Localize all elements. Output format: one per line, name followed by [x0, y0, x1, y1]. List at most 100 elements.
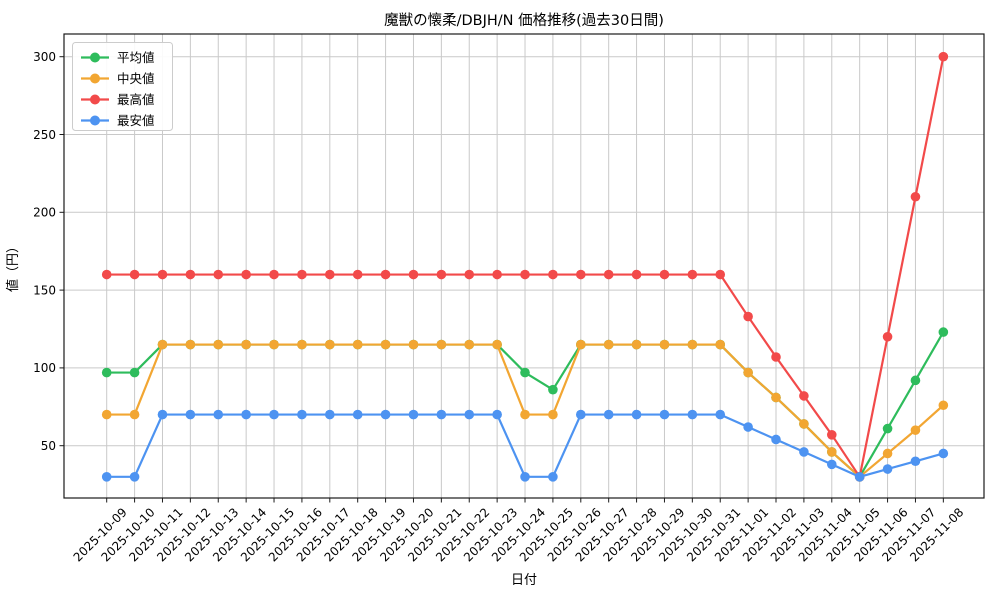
min-data-point: [520, 472, 530, 482]
median-data-point: [408, 339, 419, 350]
median-data-point: [297, 339, 307, 350]
grid-layer: [64, 34, 984, 498]
median-data-point: [129, 409, 140, 420]
min-data-point: [631, 409, 642, 420]
axes-layer: 2025-10-092025-10-102025-10-112025-10-12…: [33, 33, 985, 564]
y-tick-label: 150: [33, 283, 56, 297]
min-data-point: [325, 409, 335, 420]
legend-label-min: 最安値: [117, 113, 155, 128]
min-data-point: [492, 409, 502, 420]
median-data-point: [603, 339, 614, 350]
median-data-point: [575, 339, 586, 350]
min-data-point: [575, 409, 586, 420]
legend-marker-min: [90, 115, 100, 126]
median-data-point: [771, 392, 781, 403]
min-data-point: [854, 472, 865, 482]
max-data-point: [603, 269, 614, 280]
max-data-point: [269, 269, 279, 280]
median-data-point: [352, 339, 363, 350]
max-data-point: [325, 269, 335, 280]
median-data-point: [464, 339, 475, 350]
legend-label-average: 平均値: [117, 50, 155, 65]
average-data-point: [882, 423, 893, 434]
median-data-point: [910, 425, 921, 435]
min-data-point: [352, 409, 363, 420]
average-data-point: [910, 375, 921, 386]
max-data-point: [799, 391, 809, 401]
median-data-point: [213, 339, 224, 350]
median-data-point: [938, 400, 949, 411]
chart-title: 魔獣の懐柔/DBJH/N 価格推移(過去30日間): [384, 11, 664, 29]
min-data-point: [464, 409, 475, 420]
max-data-point: [548, 269, 558, 280]
median-data-point: [241, 339, 251, 350]
legend-label-median: 中央値: [117, 71, 155, 86]
max-data-point: [101, 269, 112, 280]
max-data-point: [436, 269, 447, 280]
min-data-point: [213, 409, 224, 420]
y-axis-label: 値（円）: [5, 240, 21, 292]
legend-item-average: 平均値: [81, 50, 155, 65]
max-data-point: [575, 269, 586, 280]
min-data-point: [687, 409, 698, 420]
average-data-point: [129, 367, 140, 378]
min-data-point: [101, 472, 112, 482]
max-data-point: [241, 269, 251, 280]
y-tick-label: 50: [41, 439, 56, 453]
legend-item-median: 中央値: [81, 71, 155, 86]
legend-item-max: 最高値: [81, 92, 155, 107]
min-data-point: [241, 409, 251, 420]
min-data-point: [771, 434, 781, 445]
legend-box: [72, 42, 173, 131]
plot-border: [63, 33, 985, 499]
legend-marker-max: [90, 94, 100, 105]
y-tick-label: 250: [33, 128, 56, 142]
median-data-point: [715, 339, 726, 350]
median-data-point: [743, 367, 753, 378]
median-data-point: [436, 339, 447, 350]
max-data-point: [297, 269, 307, 280]
min-data-point: [408, 409, 419, 420]
max-data-point: [687, 269, 698, 280]
median-data-point: [269, 339, 279, 350]
legend-item-min: 最安値: [81, 113, 155, 128]
median-data-point: [799, 419, 809, 429]
median-data-point: [659, 339, 670, 350]
min-data-point: [603, 409, 614, 420]
max-data-point: [185, 269, 196, 280]
max-data-point: [213, 269, 224, 280]
max-data-point: [715, 269, 726, 280]
average-data-point: [548, 384, 558, 395]
max-data-point: [352, 269, 363, 280]
max-data-point: [464, 269, 475, 280]
min-data-point: [380, 409, 391, 420]
min-data-point: [799, 447, 809, 457]
median-data-point: [548, 409, 558, 420]
max-data-point: [520, 269, 530, 280]
median-data-point: [687, 339, 698, 350]
max-data-point: [771, 352, 781, 362]
min-data-point: [910, 456, 921, 467]
legend-marker-average: [90, 52, 100, 63]
max-data-point: [826, 430, 837, 440]
min-data-point: [938, 448, 949, 459]
max-data-point: [659, 269, 670, 280]
min-data-point: [269, 409, 279, 420]
min-data-point: [826, 459, 837, 470]
min-data-point: [436, 409, 447, 420]
max-data-point: [882, 331, 893, 342]
legend-marker-median: [90, 73, 100, 84]
x-axis-label: 日付: [511, 573, 537, 588]
median-data-point: [325, 339, 335, 350]
min-data-point: [297, 409, 307, 420]
max-data-point: [631, 269, 642, 280]
median-data-point: [826, 447, 837, 457]
average-data-point: [101, 367, 112, 378]
median-data-point: [157, 339, 168, 350]
median-data-point: [520, 409, 530, 420]
average-data-point: [938, 327, 949, 337]
y-tick-label: 200: [33, 206, 56, 220]
